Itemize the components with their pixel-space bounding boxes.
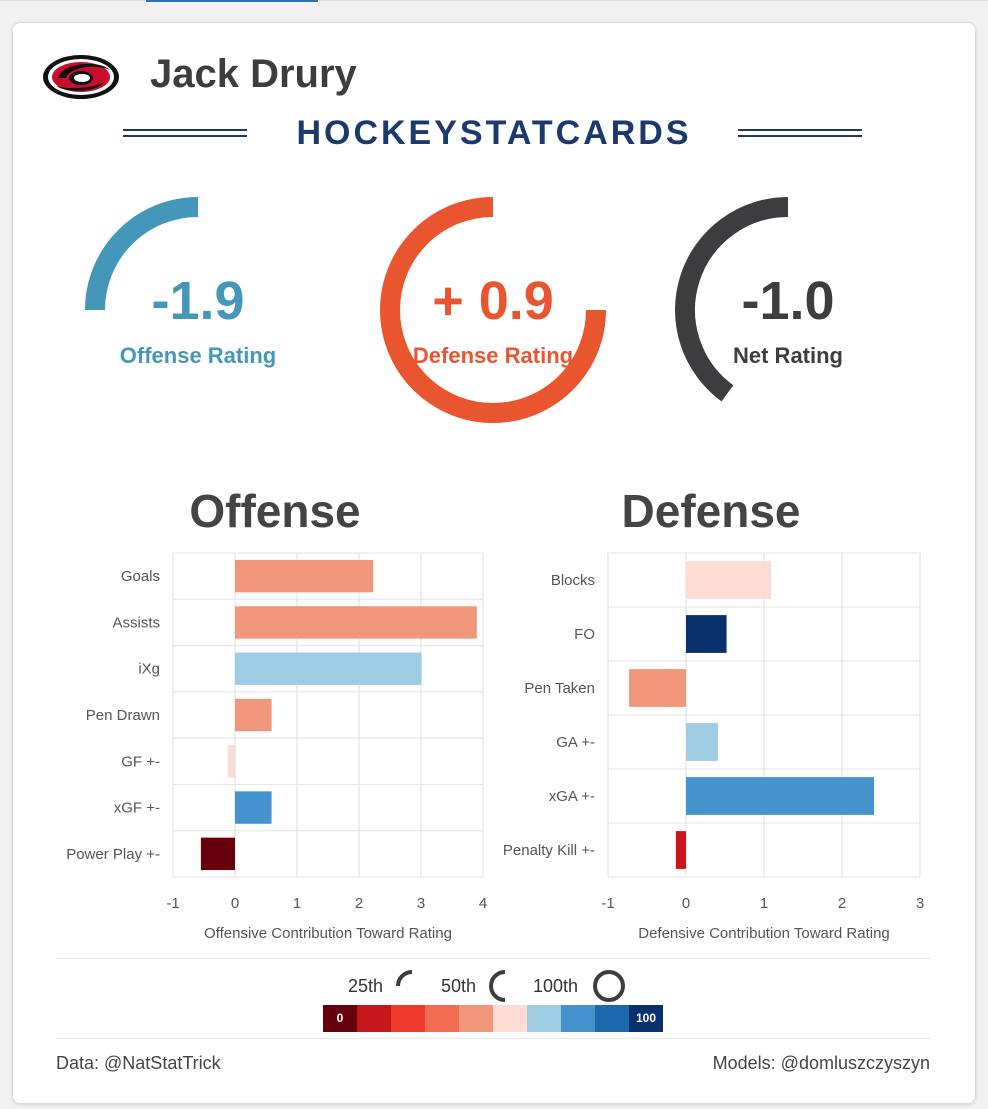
bar-fo [686,615,727,653]
legend-arc [593,970,625,1002]
net-rating-gauge [675,197,789,402]
scale-swatch [595,1005,629,1032]
x-tick-label: 1 [760,895,768,912]
net-rating-label: Net Rating [733,343,843,368]
contribution-charts: Goals Assists iXg Pen Drawn GF +- xGF +- Power… [66,552,924,942]
bar-ixg [235,652,422,685]
category-label: Penalty Kill +- [503,842,595,859]
legend-arc [489,970,506,1002]
x-tick-label: 2 [838,895,846,912]
scale-swatch: 0 [323,1005,357,1032]
brand-rule-left [123,129,247,137]
offense-rating-gauge [85,197,199,311]
legend-divider [56,958,930,959]
bar-goals [235,559,374,593]
defense-rating-value: + 0.9 [432,271,554,331]
offense-bar-chart: Goals Assists iXg Pen Drawn GF +- xGF +- Power… [66,552,487,942]
x-tick-label: 0 [231,895,239,912]
defense-rating-arc [380,197,606,423]
scale-swatch [425,1005,459,1032]
scale-swatch: 100 [629,1005,663,1032]
category-label: Goals [121,568,160,585]
legend-label-25th: 25th [348,976,384,996]
legend-100th-gauge-icon [593,970,625,1002]
legend-label-100th: 100th [533,976,579,996]
player-name: Jack Drury [150,52,357,96]
category-label: Pen Drawn [86,707,160,724]
footer-divider [56,1038,930,1039]
scale-swatch [391,1005,425,1032]
legend-label-50th: 50th [441,976,477,996]
category-label: Power Play +- [66,846,160,863]
bar-ga- [686,723,718,761]
bar-pen-drawn [235,698,272,732]
x-tick-label: 3 [417,895,425,912]
percentile-color-scale: 0 100 [323,1005,663,1032]
x-tick-label: 2 [355,895,363,912]
net-rating-arc [675,197,789,402]
footer-model-credit: Models: @domluszczyszyn [712,1053,930,1073]
brand-rule-right [738,129,862,137]
x-axis-label: Defensive Contribution Toward Rating [638,925,890,942]
top-divider [0,0,988,1]
category-label: Assists [112,614,160,631]
scale-swatch [459,1005,493,1032]
category-label: GF +- [121,753,160,770]
offense-rating-label: Offense Rating [119,343,277,368]
defense-rating-label: Defense Rating [412,343,574,368]
category-label: FO [574,626,595,643]
bar-blocks [686,561,772,599]
defense-chart-title: Defense [621,485,801,537]
bar-power-play- [200,837,235,871]
bar-xgf- [235,791,272,824]
category-label: GA +- [556,734,595,751]
offense-chart-title: Offense [189,485,361,537]
x-tick-label: 4 [479,895,487,912]
scale-swatch [493,1005,527,1032]
x-tick-label: 3 [916,895,924,912]
bar-xga- [686,777,874,815]
category-label: xGF +- [114,800,160,817]
defense-bar-chart: Blocks FO Pen Taken GA +- xGA +- Penalty Kill… [503,552,924,942]
scale-swatch [527,1005,561,1032]
category-label: Blocks [551,572,595,589]
x-tick-label: 1 [293,895,301,912]
legend-50th-gauge-icon [489,970,506,1002]
active-tab-indicator [146,0,318,2]
scale-swatch [561,1005,595,1032]
hurricanes-logo-icon [43,55,119,99]
x-tick-label: -1 [601,895,614,912]
category-label: xGA +- [549,788,595,805]
scale-swatch [357,1005,391,1032]
x-tick-label: -1 [166,895,179,912]
bar-pen-taken [629,669,686,707]
bar-gf- [227,745,235,778]
legend-25th-gauge-icon [396,970,413,987]
category-label: Pen Taken [524,680,595,697]
net-rating-value: -1.0 [741,271,835,331]
bar-penalty-kill- [675,831,686,869]
footer-data-source: Data: @NatStatTrick [56,1053,221,1073]
x-tick-label: 0 [682,895,690,912]
category-label: iXg [138,661,160,678]
defense-rating-gauge [380,197,606,423]
x-axis-label: Offensive Contribution Toward Rating [204,925,452,942]
offense-rating-arc [85,197,199,311]
legend-arc [396,970,413,987]
brand-title: HOCKEYSTATCARDS [296,114,692,152]
offense-rating-value: -1.9 [151,271,245,331]
bar-assists [235,606,477,639]
